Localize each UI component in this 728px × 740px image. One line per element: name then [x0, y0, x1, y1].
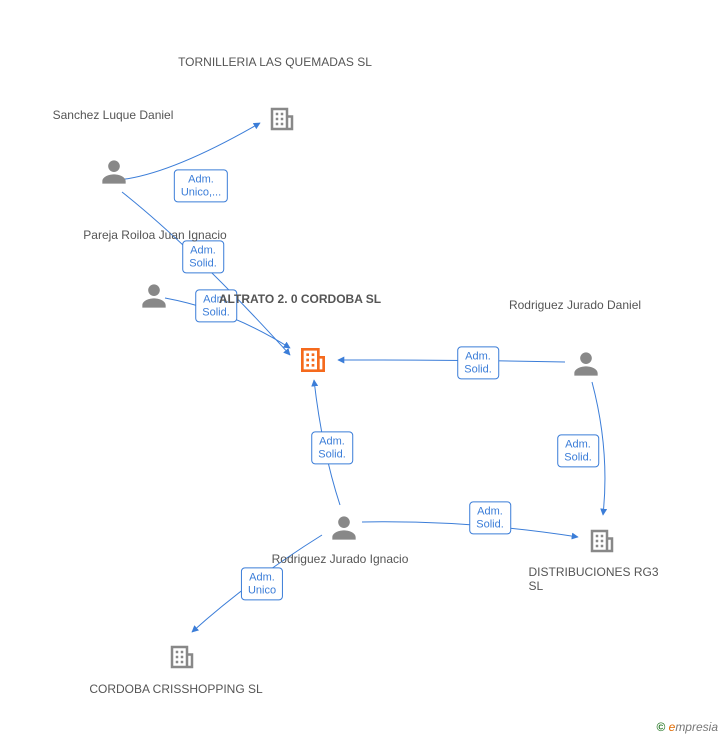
edge-label: Adm. Unico: [241, 567, 283, 600]
edge-label: Adm. Solid.: [311, 431, 353, 464]
edge-label: Adm. Solid.: [182, 240, 224, 273]
edge-sanchez-altrato: [122, 192, 290, 355]
person-icon: [100, 154, 128, 186]
diagram-canvas: Adm. Unico,... Adm. Solid. Adm. Solid. Adm.…: [0, 0, 728, 740]
node-label: Rodriguez Jurado Ignacio: [272, 552, 409, 566]
person-icon: [330, 510, 358, 542]
person-icon: [140, 278, 168, 310]
building-icon: [267, 100, 297, 134]
node-label: ALTRATO 2. 0 CORDOBA SL: [219, 292, 381, 306]
edge-label: Adm. Solid.: [557, 434, 599, 467]
edge-rodriguez_daniel-altrato: [338, 360, 565, 362]
node-label: Rodriguez Jurado Daniel: [509, 298, 641, 312]
edge-label: Adm. Solid.: [469, 501, 511, 534]
brand-rest: mpresia: [675, 720, 718, 734]
copyright-symbol: ©: [656, 720, 665, 734]
node-label: CORDOBA CRISSHOPPING SL: [89, 682, 262, 696]
building-icon: [297, 340, 329, 376]
building-icon: [587, 522, 617, 556]
building-icon: [167, 638, 197, 672]
node-label: TORNILLERIA LAS QUEMADAS SL: [178, 55, 372, 69]
node-label: DISTRIBUCIONES RG3 SL: [529, 565, 662, 593]
node-label: Sanchez Luque Daniel: [53, 108, 174, 122]
edge-label: Adm. Solid.: [457, 346, 499, 379]
edge-label: Adm. Unico,...: [174, 169, 228, 202]
person-icon: [572, 346, 600, 378]
copyright: © empresia: [656, 720, 718, 734]
node-label: Pareja Roiloa Juan Ignacio: [83, 228, 226, 242]
